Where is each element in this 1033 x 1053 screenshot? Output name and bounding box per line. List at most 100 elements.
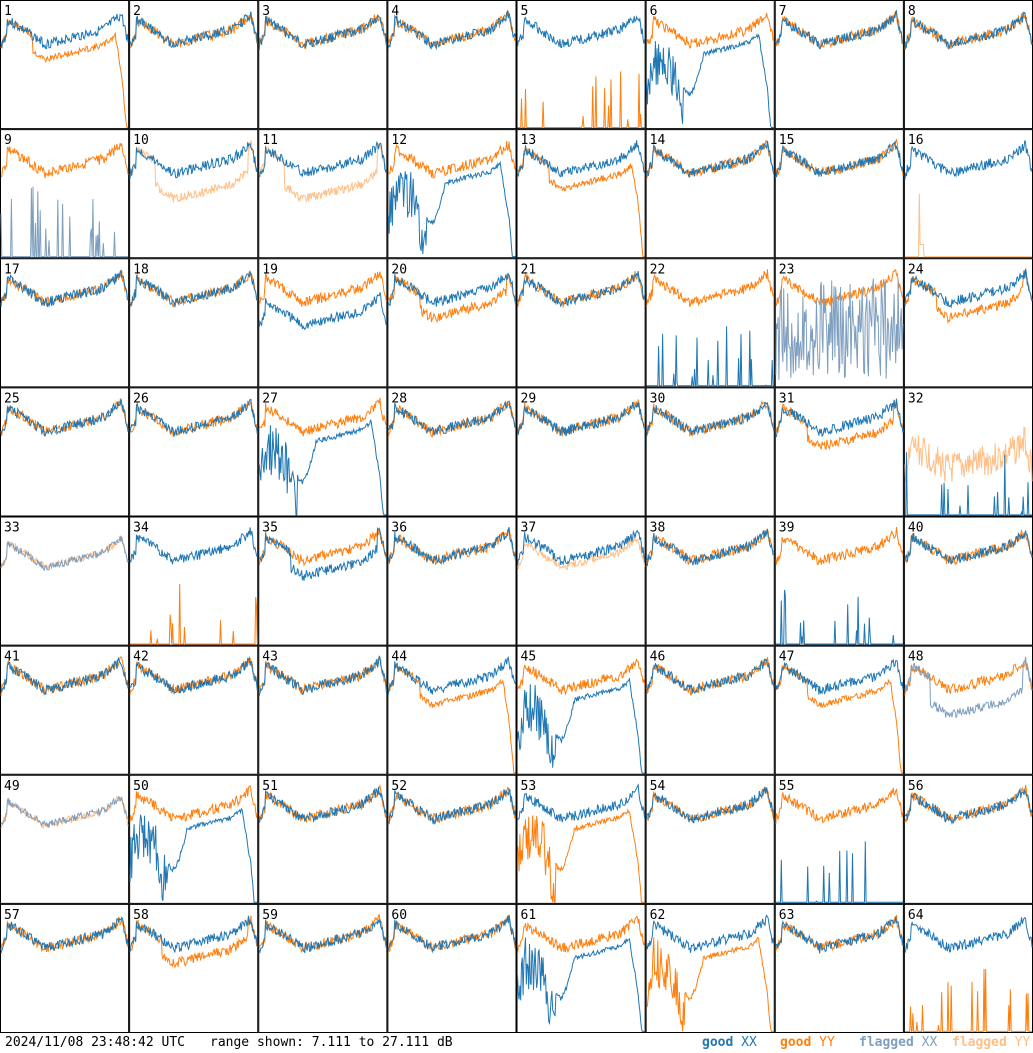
series-xx-57 bbox=[0, 916, 129, 954]
series-yy-55 bbox=[775, 787, 904, 825]
legend-good-yy-word: good bbox=[780, 1035, 812, 1050]
panel-label: 46 bbox=[650, 650, 666, 665]
panel-frame bbox=[387, 129, 517, 259]
panel-label: 25 bbox=[4, 391, 20, 406]
legend-flagged-yy-pol: YY bbox=[1014, 1035, 1031, 1050]
series-yy-47 bbox=[775, 665, 903, 774]
series-xx-54 bbox=[646, 787, 775, 824]
series-yy-50 bbox=[129, 784, 258, 822]
panel-34: 34 bbox=[129, 516, 259, 646]
panel-21: 21 bbox=[516, 258, 646, 388]
panel-frame bbox=[0, 516, 130, 646]
panel-frame bbox=[0, 774, 130, 904]
panel-label: 10 bbox=[133, 133, 149, 148]
series-xx-18 bbox=[129, 270, 258, 308]
panel-frame bbox=[774, 258, 904, 388]
series-yy-62 bbox=[646, 936, 774, 1032]
series-yy-2 bbox=[129, 13, 258, 49]
series-xx-29 bbox=[517, 401, 646, 436]
panel-27: 27 bbox=[258, 387, 388, 517]
panel-17: 17 bbox=[0, 258, 130, 388]
panel-frame bbox=[258, 387, 388, 517]
series-yy-40 bbox=[904, 528, 1033, 566]
panel-frame bbox=[516, 258, 646, 388]
panel-label: 29 bbox=[521, 391, 537, 406]
panel-label: 27 bbox=[262, 391, 278, 406]
panel-frame bbox=[129, 0, 259, 130]
panel-16: 16 bbox=[903, 129, 1033, 259]
panel-label: 59 bbox=[262, 908, 278, 923]
panel-frame bbox=[0, 0, 130, 130]
series-xx-10 bbox=[129, 142, 258, 179]
series-xx-58 bbox=[129, 915, 258, 953]
panel-frame bbox=[387, 258, 517, 388]
panel-label: 16 bbox=[908, 133, 924, 148]
panel-frame bbox=[645, 258, 775, 388]
series-xx-46 bbox=[646, 658, 775, 694]
series-xx-56 bbox=[904, 787, 1033, 826]
panel-label: 21 bbox=[521, 262, 537, 277]
panel-frame bbox=[387, 903, 517, 1033]
series-yy-12 bbox=[387, 140, 516, 179]
panel-frame bbox=[129, 129, 259, 259]
panel-frame bbox=[645, 129, 775, 259]
series-yy-34 bbox=[130, 583, 258, 645]
panel-25: 25 bbox=[0, 387, 130, 517]
panel-46: 46 bbox=[645, 645, 775, 775]
panel-label: 40 bbox=[908, 521, 924, 536]
panel-frame bbox=[516, 903, 646, 1033]
panel-label: 23 bbox=[779, 262, 795, 277]
panel-33: 33 bbox=[0, 516, 130, 646]
panel-frame bbox=[258, 903, 388, 1033]
series-yy-39 bbox=[775, 527, 904, 566]
series-xx-61 bbox=[517, 937, 645, 1032]
panel-frame bbox=[516, 645, 646, 775]
panel-61: 61 bbox=[516, 903, 646, 1033]
panel-label: 44 bbox=[391, 650, 407, 665]
series-yy-9 bbox=[0, 142, 129, 179]
series-xx-25 bbox=[0, 398, 129, 437]
series-yy-17 bbox=[0, 269, 129, 306]
series-xx-52 bbox=[387, 787, 516, 825]
series-yy-26 bbox=[129, 400, 258, 437]
panel-label: 22 bbox=[650, 262, 666, 277]
series-yy-15 bbox=[775, 138, 904, 178]
panel-frame bbox=[903, 258, 1033, 388]
series-xx-41 bbox=[0, 656, 129, 696]
panel-31: 31 bbox=[774, 387, 904, 517]
series-xx-48 bbox=[904, 656, 1033, 719]
panel-48: 48 bbox=[903, 645, 1033, 775]
panel-frame bbox=[516, 516, 646, 646]
series-yy-45 bbox=[517, 658, 646, 696]
panel-18: 18 bbox=[129, 258, 259, 388]
panel-26: 26 bbox=[129, 387, 259, 517]
panel-label: 52 bbox=[391, 779, 407, 794]
panel-frame bbox=[0, 645, 130, 775]
series-xx-13 bbox=[517, 140, 646, 178]
panel-label: 14 bbox=[650, 133, 666, 148]
series-yy-60 bbox=[387, 914, 516, 953]
panel-8: 8 bbox=[903, 0, 1033, 130]
series-yy-25 bbox=[0, 398, 129, 437]
panel-label: 54 bbox=[650, 779, 666, 794]
series-xx-4 bbox=[387, 9, 516, 51]
panel-label: 50 bbox=[133, 779, 149, 794]
panel-frame bbox=[516, 0, 646, 130]
panel-frame bbox=[516, 129, 646, 259]
series-yy-52 bbox=[387, 786, 516, 824]
panel-42: 42 bbox=[129, 645, 259, 775]
panel-frame bbox=[516, 387, 646, 517]
timestamp: 2024/11/08 23:48:42 UTC bbox=[5, 1035, 186, 1050]
panel-frame bbox=[258, 645, 388, 775]
panel-20: 20 bbox=[387, 258, 517, 388]
series-yy-54 bbox=[646, 786, 775, 823]
panel-label: 42 bbox=[133, 650, 149, 665]
series-xx-63 bbox=[775, 916, 904, 954]
series-xx-2 bbox=[129, 11, 258, 48]
series-xx-32 bbox=[904, 452, 1032, 516]
panel-label: 38 bbox=[650, 521, 666, 536]
series-yy-58 bbox=[129, 915, 258, 969]
series-yy-49 bbox=[0, 795, 129, 830]
panel-29: 29 bbox=[516, 387, 646, 517]
series-yy-16 bbox=[904, 193, 1032, 258]
